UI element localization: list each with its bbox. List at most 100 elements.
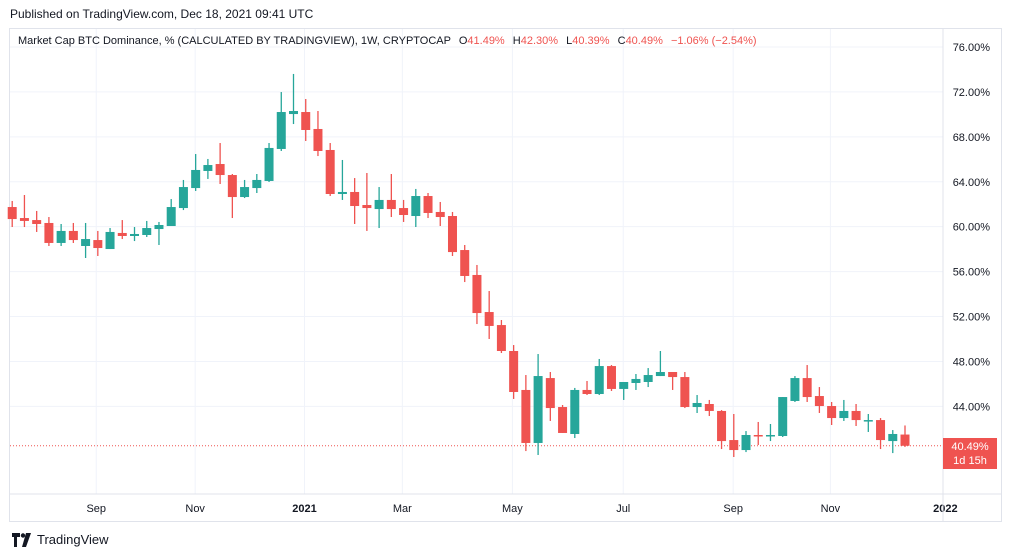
candle xyxy=(227,174,237,219)
candle-body xyxy=(655,371,665,377)
brand-name: TradingView xyxy=(37,532,109,547)
candle xyxy=(704,399,714,417)
symbol-title: Market Cap BTC Dominance, % (CALCULATED … xyxy=(18,35,451,47)
candle-body xyxy=(533,376,543,443)
candle xyxy=(435,201,445,227)
y-tick-label: 60.00% xyxy=(953,222,991,234)
candle-body xyxy=(631,378,641,384)
candle xyxy=(814,387,824,413)
candle-body xyxy=(863,420,873,422)
candle xyxy=(313,111,323,157)
candle-body xyxy=(7,207,17,220)
candle-body xyxy=(301,112,311,130)
candle xyxy=(729,413,739,458)
tradingview-logo-icon xyxy=(12,532,31,547)
candle-body xyxy=(81,239,91,246)
candle xyxy=(32,210,42,232)
candle-body xyxy=(276,112,286,149)
candle-body xyxy=(753,434,763,437)
candle xyxy=(301,98,311,141)
candle-body xyxy=(839,410,849,419)
candle-body xyxy=(435,211,445,218)
candle-body xyxy=(496,325,506,351)
candle-body xyxy=(509,350,519,392)
candle-body xyxy=(191,169,201,189)
candle-body xyxy=(203,165,213,171)
candle-body xyxy=(570,389,580,434)
candle-body xyxy=(130,233,140,237)
candle-body xyxy=(606,366,616,389)
candle xyxy=(655,350,665,377)
candle-body xyxy=(289,111,298,115)
x-tick-label: Nov xyxy=(185,503,205,515)
chart-frame xyxy=(9,28,1002,522)
candle-body xyxy=(558,407,568,433)
y-tick-label: 76.00% xyxy=(953,42,991,54)
open-label: O xyxy=(458,35,468,47)
candle xyxy=(680,371,690,409)
candle-body xyxy=(44,222,54,243)
candle-body xyxy=(876,420,886,441)
candle xyxy=(289,73,298,125)
footer-logo[interactable]: TradingView xyxy=(12,532,109,547)
candle xyxy=(509,345,519,399)
x-tick-label: Jul xyxy=(616,503,630,515)
x-tick-label: Sep xyxy=(723,503,743,515)
change-value: −1.06% (−2.54%) xyxy=(670,35,757,47)
candle xyxy=(117,220,127,240)
candle xyxy=(252,174,262,193)
candle xyxy=(93,230,103,256)
candle-body xyxy=(313,128,323,151)
candle-body xyxy=(472,274,482,314)
candle xyxy=(692,395,702,413)
x-tick-label: Nov xyxy=(821,503,841,515)
candle xyxy=(264,143,274,182)
candle-body xyxy=(888,433,898,442)
candle xyxy=(778,397,788,438)
y-tick-label: 68.00% xyxy=(953,132,991,144)
candle xyxy=(325,143,335,197)
candle-body xyxy=(814,396,824,407)
candle xyxy=(203,158,213,179)
candle-body xyxy=(240,187,250,198)
candle xyxy=(240,179,250,199)
last-price-tag: 40.49% 1d 15h xyxy=(943,438,997,469)
candle-body xyxy=(851,410,861,421)
candle-body xyxy=(362,205,372,209)
candle-body xyxy=(411,196,421,217)
candle xyxy=(215,143,225,185)
candle-body xyxy=(19,218,29,221)
candle-body xyxy=(900,434,910,446)
y-tick-label: 44.00% xyxy=(953,401,991,413)
candle xyxy=(19,195,29,228)
candle xyxy=(81,222,91,259)
y-tick-label: 48.00% xyxy=(953,356,991,368)
grid-lines xyxy=(10,29,943,494)
last-price: 40.49% xyxy=(951,441,989,453)
candle xyxy=(570,387,580,439)
candle xyxy=(606,365,616,391)
candle xyxy=(839,399,849,421)
candle xyxy=(337,159,347,200)
candle-body xyxy=(325,149,335,195)
candle xyxy=(68,222,78,243)
open-value: 41.49% xyxy=(467,35,505,47)
candle-body xyxy=(643,375,653,382)
y-tick-label: 64.00% xyxy=(953,177,991,189)
y-tick-label: 52.00% xyxy=(953,312,991,324)
candle xyxy=(7,200,17,228)
candle xyxy=(178,179,188,211)
candle-body xyxy=(68,230,78,241)
candle xyxy=(130,227,140,242)
candle xyxy=(472,264,482,325)
candle-body xyxy=(717,410,727,442)
candle-body xyxy=(704,404,714,411)
candle-body xyxy=(423,196,433,213)
candle-body xyxy=(264,147,274,181)
x-tick-label: Mar xyxy=(393,503,412,515)
x-tick-label: Sep xyxy=(86,503,106,515)
high-label: H xyxy=(512,35,521,47)
candle xyxy=(717,410,727,450)
low-label: L xyxy=(566,35,573,47)
